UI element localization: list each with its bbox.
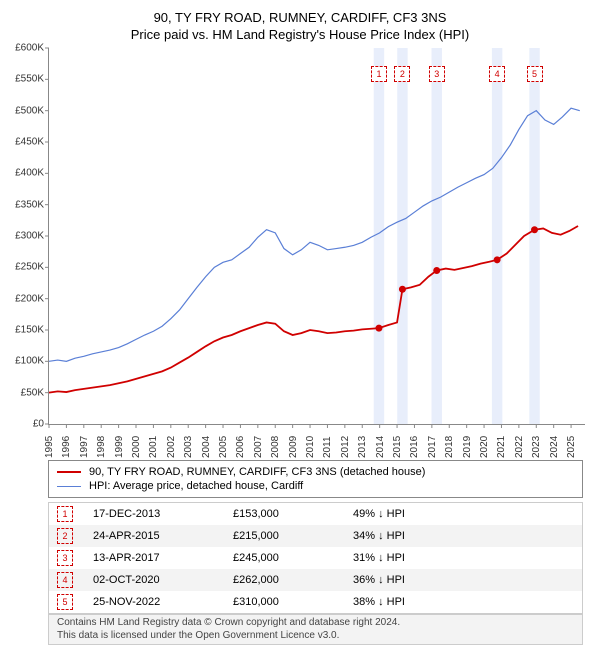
chart-subtitle: Price paid vs. HM Land Registry's House … xyxy=(0,25,600,50)
chart-sale-marker: 4 xyxy=(489,66,505,82)
x-axis-label: 1998 xyxy=(96,436,107,458)
y-axis-label: £550K xyxy=(15,74,44,85)
legend-swatch xyxy=(57,486,81,487)
chart-sale-marker: 1 xyxy=(371,66,387,82)
x-axis-label: 2000 xyxy=(131,436,142,458)
x-axis-label: 2018 xyxy=(444,436,455,458)
y-axis-label: £50K xyxy=(21,387,44,398)
x-axis-label: 2010 xyxy=(305,436,316,458)
footer-line-2: This data is licensed under the Open Gov… xyxy=(57,630,574,643)
sale-vs-hpi: 49% ↓ HPI xyxy=(353,508,473,520)
x-axis-label: 2011 xyxy=(322,436,333,458)
sale-date: 02-OCT-2020 xyxy=(93,574,233,586)
sale-date: 13-APR-2017 xyxy=(93,552,233,564)
sales-table-row: 5 25-NOV-2022£310,00038% ↓ HPI xyxy=(49,591,582,613)
footer-attribution: Contains HM Land Registry data © Crown c… xyxy=(48,614,583,645)
x-axis-label: 2019 xyxy=(462,436,473,458)
sale-price: £153,000 xyxy=(233,508,353,520)
x-axis-label: 2020 xyxy=(479,436,490,458)
sale-number-badge: 1 xyxy=(57,506,73,522)
sales-table-row: 3 13-APR-2017£245,00031% ↓ HPI xyxy=(49,547,582,569)
y-axis-label: £500K xyxy=(15,105,44,116)
legend-label: 90, TY FRY ROAD, RUMNEY, CARDIFF, CF3 3N… xyxy=(89,466,425,478)
chart-sale-marker: 2 xyxy=(394,66,410,82)
legend-item: 90, TY FRY ROAD, RUMNEY, CARDIFF, CF3 3N… xyxy=(57,465,574,479)
footer-line-1: Contains HM Land Registry data © Crown c… xyxy=(57,617,574,630)
sales-table-row: 2 24-APR-2015£215,00034% ↓ HPI xyxy=(49,525,582,547)
legend-label: HPI: Average price, detached house, Card… xyxy=(89,480,303,492)
x-axis-label: 2001 xyxy=(148,436,159,458)
legend-swatch xyxy=(57,471,81,473)
y-axis-label: £100K xyxy=(15,356,44,367)
x-axis-label: 2007 xyxy=(253,436,264,458)
y-axis-label: £400K xyxy=(15,168,44,179)
sale-price: £262,000 xyxy=(233,574,353,586)
x-axis-label: 2021 xyxy=(496,436,507,458)
y-axis-label: £450K xyxy=(15,137,44,148)
y-axis-label: £200K xyxy=(15,293,44,304)
x-axis-label: 2004 xyxy=(201,436,212,458)
x-axis-label: 1999 xyxy=(114,436,125,458)
sale-date: 24-APR-2015 xyxy=(93,530,233,542)
y-axis-label: £350K xyxy=(15,199,44,210)
sales-table: 1 17-DEC-2013£153,00049% ↓ HPI 2 24-APR-201… xyxy=(48,502,583,614)
sale-vs-hpi: 36% ↓ HPI xyxy=(353,574,473,586)
sale-price: £215,000 xyxy=(233,530,353,542)
x-axis-label: 2002 xyxy=(166,436,177,458)
x-axis-label: 2015 xyxy=(392,436,403,458)
y-axis-label: £600K xyxy=(15,43,44,54)
x-axis-label: 2008 xyxy=(270,436,281,458)
sale-number-badge: 4 xyxy=(57,572,73,588)
sale-vs-hpi: 34% ↓ HPI xyxy=(353,530,473,542)
sale-vs-hpi: 38% ↓ HPI xyxy=(353,596,473,608)
figure-container: 90, TY FRY ROAD, RUMNEY, CARDIFF, CF3 3N… xyxy=(0,0,600,650)
sale-date: 25-NOV-2022 xyxy=(93,596,233,608)
sale-number-badge: 2 xyxy=(57,528,73,544)
x-axis-label: 2022 xyxy=(514,436,525,458)
x-axis-label: 1996 xyxy=(61,436,72,458)
chart-area: £0£50K£100K£150K£200K£250K£300K£350K£400… xyxy=(48,48,584,424)
sale-price: £310,000 xyxy=(233,596,353,608)
x-axis-label: 2023 xyxy=(531,436,542,458)
chart-title: 90, TY FRY ROAD, RUMNEY, CARDIFF, CF3 3N… xyxy=(0,0,600,25)
x-axis-label: 2014 xyxy=(375,436,386,458)
x-axis-label: 2005 xyxy=(218,436,229,458)
sales-table-row: 4 02-OCT-2020£262,00036% ↓ HPI xyxy=(49,569,582,591)
sale-date: 17-DEC-2013 xyxy=(93,508,233,520)
x-axis-label: 2017 xyxy=(427,436,438,458)
x-axis-label: 2003 xyxy=(183,436,194,458)
legend-item: HPI: Average price, detached house, Card… xyxy=(57,479,574,493)
x-axis-label: 1997 xyxy=(79,436,90,458)
sale-number-badge: 5 xyxy=(57,594,73,610)
chart-sale-marker: 5 xyxy=(527,66,543,82)
legend-box: 90, TY FRY ROAD, RUMNEY, CARDIFF, CF3 3N… xyxy=(48,460,583,498)
y-axis-label: £0 xyxy=(33,419,44,430)
sale-price: £245,000 xyxy=(233,552,353,564)
sale-number-badge: 3 xyxy=(57,550,73,566)
plot-area xyxy=(48,48,585,425)
sale-vs-hpi: 31% ↓ HPI xyxy=(353,552,473,564)
x-axis-label: 2024 xyxy=(549,436,560,458)
x-axis-label: 2009 xyxy=(288,436,299,458)
x-axis-label: 2025 xyxy=(566,436,577,458)
y-axis-label: £150K xyxy=(15,325,44,336)
x-axis-label: 2016 xyxy=(409,436,420,458)
x-axis-label: 1995 xyxy=(44,436,55,458)
chart-sale-marker: 3 xyxy=(429,66,445,82)
x-axis-label: 2006 xyxy=(235,436,246,458)
x-axis-label: 2013 xyxy=(357,436,368,458)
sales-table-row: 1 17-DEC-2013£153,00049% ↓ HPI xyxy=(49,503,582,525)
y-axis-label: £300K xyxy=(15,231,44,242)
x-axis-label: 2012 xyxy=(340,436,351,458)
y-axis-label: £250K xyxy=(15,262,44,273)
